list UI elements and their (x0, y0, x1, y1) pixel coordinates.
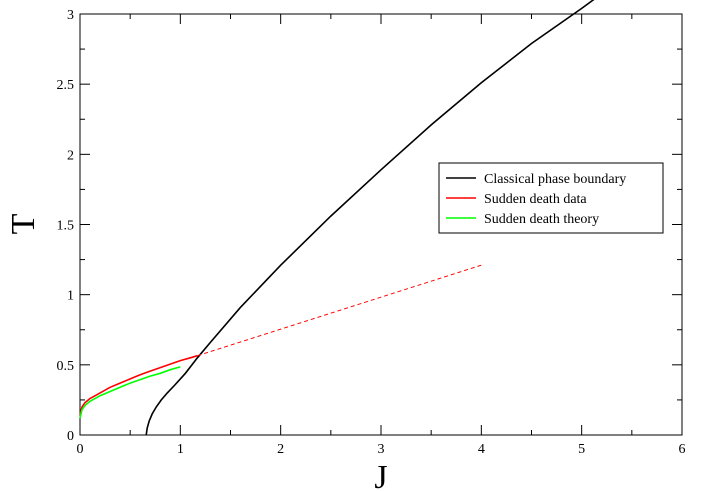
y-tick-label: 1 (67, 289, 74, 304)
y-axis-title: T (5, 213, 42, 234)
x-tick-label: 2 (277, 442, 284, 457)
x-tick-label: 3 (378, 442, 385, 457)
y-tick-label: 0.5 (57, 359, 75, 374)
x-tick-label: 4 (478, 442, 485, 457)
y-tick-label: 0 (67, 429, 74, 444)
series (79, 0, 595, 436)
series-line-3 (79, 366, 181, 419)
legend-items: Classical phase boundary Sudden death dat… (446, 172, 626, 227)
legend-box (438, 162, 664, 234)
x-tick-label: 0 (77, 442, 84, 457)
legend-label: Classical phase boundary (484, 172, 626, 187)
y-tick-label: 2 (67, 148, 74, 163)
series-line-1 (79, 354, 198, 416)
series-line-0 (145, 0, 595, 436)
y-tick-label: 3 (67, 8, 74, 23)
legend: Classical phase boundary Sudden death dat… (438, 162, 664, 234)
x-axis-title: J (374, 459, 387, 491)
series-line-2 (197, 264, 482, 357)
x-tick-label: 5 (578, 442, 585, 457)
legend-label: Sudden death data (484, 192, 587, 207)
x-tick-label: 6 (679, 442, 686, 457)
y-tick-label: 2.5 (57, 78, 75, 93)
ticks (79, 13, 683, 436)
tick-labels: 0 1 2 3 4 5 6 0 0.5 1 1.5 2 2.5 3 (57, 8, 686, 457)
legend-label: Sudden death theory (484, 212, 599, 227)
x-tick-label: 1 (177, 442, 184, 457)
y-tick-label: 1.5 (57, 219, 75, 234)
